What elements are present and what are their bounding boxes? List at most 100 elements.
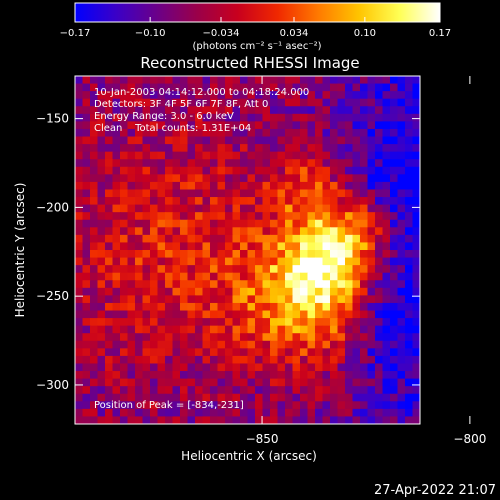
heatmap-cell: [90, 325, 99, 334]
heatmap-cell: [240, 295, 249, 304]
heatmap-cell: [382, 363, 391, 372]
heatmap-cell: [195, 204, 204, 213]
heatmap-cell: [375, 348, 384, 357]
heatmap-cell: [217, 234, 226, 244]
heatmap-cell: [240, 401, 249, 410]
heatmap-cell: [255, 325, 264, 334]
heatmap-cell: [232, 287, 241, 296]
heatmap-cell: [112, 272, 121, 281]
heatmap-cell: [195, 302, 204, 312]
heatmap-cell: [225, 83, 234, 92]
heatmap-cell: [307, 128, 316, 138]
heatmap-cell: [375, 280, 384, 289]
heatmap-cell: [142, 234, 151, 244]
heatmap-cell: [292, 250, 301, 259]
heatmap-cell: [247, 242, 256, 251]
heatmap-cell: [300, 151, 309, 160]
heatmap-cell: [210, 401, 219, 410]
heatmap-cell: [270, 91, 279, 100]
heatmap-cell: [187, 250, 196, 259]
heatmap-cell: [315, 393, 324, 402]
heatmap-cell: [277, 197, 286, 206]
heatmap-cell: [292, 234, 301, 244]
heatmap-cell: [90, 91, 99, 100]
heatmap-cell: [217, 128, 226, 138]
heatmap-cell: [382, 371, 391, 380]
heatmap-cell: [322, 325, 331, 334]
heatmap-cell: [165, 121, 174, 130]
heatmap-cell: [217, 98, 226, 107]
heatmap-cell: [382, 121, 391, 130]
heatmap-cell: [225, 227, 234, 236]
heatmap-cell: [142, 348, 151, 357]
heatmap-cell: [97, 401, 106, 410]
heatmap-cell: [390, 325, 399, 334]
heatmap-cell: [270, 181, 279, 191]
heatmap-cell: [277, 227, 286, 236]
heatmap-cell: [217, 91, 226, 100]
heatmap-cell: [75, 318, 84, 327]
heatmap-cell: [292, 174, 301, 183]
heatmap-cell: [172, 280, 181, 289]
heatmap-cell: [172, 212, 181, 221]
heatmap-cell: [337, 348, 346, 357]
heatmap-cell: [157, 355, 166, 365]
heatmap-cell: [375, 257, 384, 266]
heatmap-cell: [255, 159, 264, 168]
heatmap-cell: [225, 144, 234, 153]
heatmap-cell: [112, 257, 121, 266]
heatmap-cell: [165, 325, 174, 334]
heatmap-cell: [270, 250, 279, 259]
heatmap-cell: [375, 250, 384, 259]
heatmap-cell: [225, 219, 234, 228]
heatmap-cell: [240, 333, 249, 342]
heatmap-cell: [262, 189, 271, 198]
heatmap-cell: [120, 242, 129, 251]
heatmap-cell: [315, 265, 324, 274]
heatmap-cell: [202, 106, 211, 115]
heatmap-cell: [202, 197, 211, 206]
heatmap-cell: [210, 106, 219, 115]
heatmap-cell: [412, 348, 420, 357]
heatmap-cell: [217, 250, 226, 259]
heatmap-cell: [150, 355, 159, 365]
heatmap-cell: [307, 363, 316, 372]
heatmap-cell: [157, 408, 166, 418]
heatmap-cell: [210, 91, 219, 100]
heatmap-cell: [307, 272, 316, 281]
heatmap-cell: [225, 386, 234, 395]
heatmap-cell: [315, 98, 324, 107]
heatmap-cell: [330, 363, 339, 372]
heatmap-cell: [292, 333, 301, 342]
heatmap-cell: [217, 348, 226, 357]
heatmap-cell: [157, 280, 166, 289]
heatmap-cell: [292, 340, 301, 349]
heatmap-cell: [405, 113, 414, 122]
heatmap-cell: [405, 325, 414, 334]
heatmap-cell: [150, 151, 159, 160]
heatmap-cell: [300, 136, 309, 145]
heatmap-cell: [345, 227, 354, 236]
heatmap-cell: [255, 287, 264, 296]
heatmap-cell: [292, 242, 301, 251]
heatmap-cell: [307, 318, 316, 327]
heatmap-cell: [127, 386, 136, 395]
heatmap-cell: [300, 219, 309, 228]
heatmap-cell: [120, 76, 129, 85]
heatmap-cell: [157, 76, 166, 85]
heatmap-cell: [397, 333, 406, 342]
heatmap-cell: [142, 212, 151, 221]
heatmap-cell: [172, 318, 181, 327]
heatmap-cell: [307, 234, 316, 244]
heatmap-cell: [292, 181, 301, 191]
heatmap-cell: [390, 189, 399, 198]
heatmap-cell: [172, 393, 181, 402]
heatmap-cell: [240, 212, 249, 221]
heatmap-cell: [165, 227, 174, 236]
heatmap-cell: [285, 393, 294, 402]
chart-title: Reconstructed RHESSI Image: [140, 54, 359, 72]
heatmap-cell: [180, 166, 189, 175]
heatmap-cell: [307, 340, 316, 349]
heatmap-cell: [97, 318, 106, 327]
heatmap-cell: [285, 113, 294, 122]
